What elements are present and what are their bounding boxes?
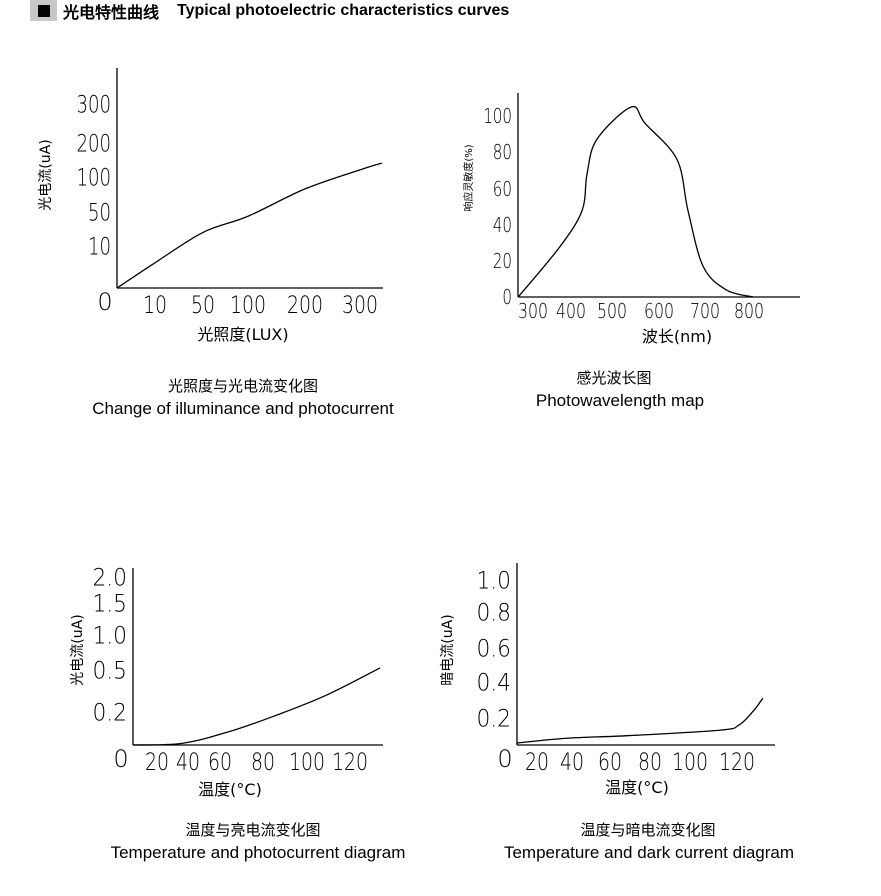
chart-4: 20 40 60 80 100 120 0.2 0.4 0.6 0.8 1.0 0 温度(°C) 暗电流(…: [440, 563, 775, 797]
series-line: [116, 162, 383, 289]
x-tick-label: 100: [289, 748, 325, 776]
x-tick-label: 20: [525, 748, 549, 776]
y-tick-label: 0.4: [476, 669, 511, 697]
y-tick-label: 0.2: [476, 705, 511, 733]
chart3-title: Temperature and photocurrent diagram: [110, 843, 406, 862]
y-tick-label: 300: [76, 91, 111, 119]
x-tick-label: 60: [208, 748, 232, 776]
chart-1: 10 50 100 200 300 10 50 100 200 300 0 光照度(LUX) 光电流(u…: [38, 68, 383, 344]
x-tick-label: 300: [518, 299, 548, 323]
y-axis-label: 暗电流(uA): [440, 614, 456, 685]
y-tick-label: 100: [483, 104, 512, 128]
x-tick-label: 600: [644, 299, 674, 323]
x-axis-label: 光照度(LUX): [197, 325, 288, 344]
x-axis-label: 温度(°C): [198, 780, 262, 799]
header-title-zh: 光电特性曲线: [63, 4, 160, 22]
square-bullet-icon: [30, 0, 57, 21]
x-tick-label: 50: [191, 291, 215, 319]
origin-label: 0: [97, 288, 112, 316]
y-tick-label: 1.0: [92, 622, 127, 650]
y-axis-label: 光电流(uA): [38, 139, 54, 210]
chart4-title: Temperature and dark current diagram: [503, 843, 795, 862]
x-tick-label: 500: [597, 299, 627, 323]
y-tick-label: 10: [88, 233, 111, 261]
series-line: [132, 667, 381, 746]
y-tick-label: 50: [88, 199, 111, 227]
x-axis-label: 波长(nm): [642, 327, 712, 346]
y-tick-label: 200: [76, 130, 111, 158]
x-tick-label: 800: [734, 299, 764, 323]
x-tick-label: 120: [719, 748, 755, 776]
y-tick-label: 0.8: [476, 599, 511, 627]
chart4-title-zh: 温度与暗电流变化图: [580, 821, 716, 839]
x-tick-label: 100: [672, 748, 708, 776]
x-tick-label: 80: [251, 748, 275, 776]
y-tick-label: 40: [493, 213, 512, 237]
y-tick-label: 0.5: [92, 657, 127, 685]
y-tick-label: 0.6: [476, 635, 511, 663]
chart1-title-zh: 光照度与光电流变化图: [167, 377, 319, 395]
x-tick-label: 200: [287, 291, 323, 319]
x-tick-label: 10: [143, 291, 167, 319]
y-tick-label: 60: [493, 177, 512, 201]
x-tick-label: 700: [690, 299, 720, 323]
x-tick-label: 40: [176, 748, 200, 776]
chart-3: 20 40 60 80 100 120 0.2 0.5 1.0 1.52.0 0 温度(°C) 光电流(…: [70, 564, 383, 799]
y-tick-label: 1.5: [92, 590, 127, 618]
series-line: [516, 697, 764, 744]
y-tick-label: 20: [493, 249, 512, 273]
chart3-title-zh: 温度与亮电流变化图: [185, 821, 321, 839]
x-tick-label: 300: [342, 291, 378, 319]
x-tick-label: 80: [638, 748, 662, 776]
x-tick-label: 40: [560, 748, 584, 776]
chart2-title-zh: 感光波长图: [576, 369, 652, 387]
section-header: 光电特性曲线 Typical photoelectric characteris…: [30, 0, 510, 22]
y-tick-label: 0: [502, 285, 512, 309]
y-tick-label: 2.0: [92, 564, 127, 592]
x-tick-label: 20: [145, 748, 169, 776]
origin-label: 0: [497, 745, 512, 773]
x-tick-label: 120: [332, 748, 368, 776]
chart-2: 300 400 500 600 700 800 0 20 40 60 80 100 波长(nm) 响应灵敏…: [462, 93, 800, 346]
y-tick-label: 100: [76, 164, 111, 192]
x-tick-label: 100: [230, 291, 266, 319]
chart1-title: Change of illuminance and photocurrent: [92, 399, 394, 418]
y-tick-label: 0.2: [92, 699, 127, 727]
y-axis-label: 光电流(uA): [70, 614, 86, 685]
x-tick-label: 60: [598, 748, 622, 776]
origin-label: 0: [113, 745, 128, 773]
y-tick-label: 80: [493, 140, 512, 164]
series-line: [517, 105, 754, 298]
y-tick-label: 1.0: [476, 567, 511, 595]
x-axis-label: 温度(°C): [605, 778, 669, 797]
x-tick-label: 400: [556, 299, 586, 323]
header-title-en: Typical photoelectric characteristics cu…: [177, 1, 510, 19]
chart2-title: Photowavelength map: [535, 391, 705, 410]
y-axis-label: 响应灵敏度(%): [462, 144, 475, 211]
